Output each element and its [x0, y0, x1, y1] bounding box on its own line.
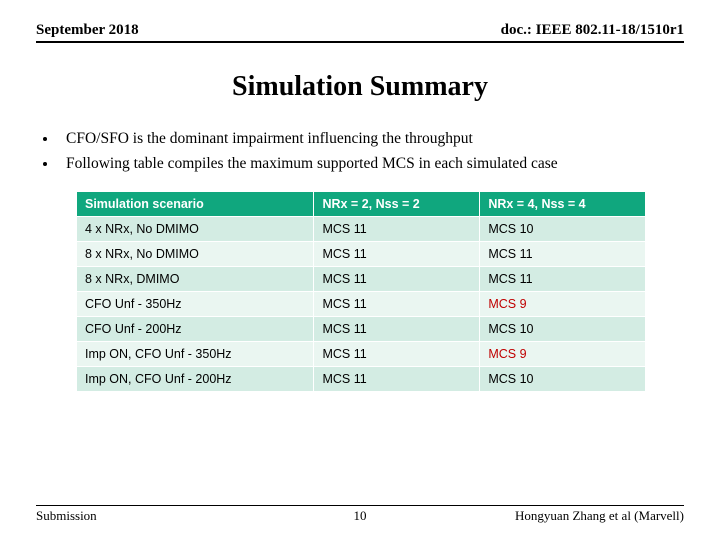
footer-left: Submission [36, 508, 97, 524]
table-cell: Imp ON, CFO Unf - 350Hz [77, 341, 314, 366]
table-cell: Imp ON, CFO Unf - 200Hz [77, 366, 314, 391]
table-cell: CFO Unf - 350Hz [77, 291, 314, 316]
footer-page: 10 [354, 508, 367, 524]
table-row: Imp ON, CFO Unf - 200HzMCS 11MCS 10 [77, 366, 646, 391]
table-row: Imp ON, CFO Unf - 350HzMCS 11MCS 9 [77, 341, 646, 366]
table-cell: MCS 11 [314, 266, 480, 291]
table-row: CFO Unf - 350HzMCS 11MCS 9 [77, 291, 646, 316]
table-row: CFO Unf - 200HzMCS 11MCS 10 [77, 316, 646, 341]
table-cell: MCS 10 [480, 316, 646, 341]
col-nrx4: NRx = 4, Nss = 4 [480, 191, 646, 216]
table-cell: 8 x NRx, DMIMO [77, 266, 314, 291]
slide-footer: Submission 10 Hongyuan Zhang et al (Marv… [36, 505, 684, 524]
table-cell: MCS 10 [480, 216, 646, 241]
table-header-row: Simulation scenario NRx = 2, Nss = 2 NRx… [77, 191, 646, 216]
table-cell: MCS 11 [314, 341, 480, 366]
table-row: 4 x NRx, No DMIMOMCS 11MCS 10 [77, 216, 646, 241]
slide-title: Simulation Summary [36, 71, 684, 103]
table-cell: MCS 9 [480, 291, 646, 316]
mcs-table: Simulation scenario NRx = 2, Nss = 2 NRx… [76, 191, 646, 392]
table-cell: MCS 11 [314, 241, 480, 266]
bullet-item: Following table compiles the maximum sup… [58, 154, 684, 175]
footer-right: Hongyuan Zhang et al (Marvell) [515, 508, 684, 524]
table-cell: 4 x NRx, No DMIMO [77, 216, 314, 241]
slide-header: September 2018 doc.: IEEE 802.11-18/1510… [36, 22, 684, 43]
table-row: 8 x NRx, DMIMOMCS 11MCS 11 [77, 266, 646, 291]
bullet-list: CFO/SFO is the dominant impairment influ… [58, 129, 684, 175]
table-cell: CFO Unf - 200Hz [77, 316, 314, 341]
table-cell: MCS 11 [314, 216, 480, 241]
col-nrx2: NRx = 2, Nss = 2 [314, 191, 480, 216]
header-date: September 2018 [36, 22, 139, 39]
table-body: 4 x NRx, No DMIMOMCS 11MCS 108 x NRx, No… [77, 216, 646, 391]
header-docnum: doc.: IEEE 802.11-18/1510r1 [501, 22, 684, 39]
table-cell: MCS 11 [314, 366, 480, 391]
table-cell: MCS 10 [480, 366, 646, 391]
table-cell: 8 x NRx, No DMIMO [77, 241, 314, 266]
col-scenario: Simulation scenario [77, 191, 314, 216]
table-cell: MCS 11 [314, 291, 480, 316]
table-cell: MCS 9 [480, 341, 646, 366]
table-row: 8 x NRx, No DMIMOMCS 11MCS 11 [77, 241, 646, 266]
table-cell: MCS 11 [480, 241, 646, 266]
bullet-item: CFO/SFO is the dominant impairment influ… [58, 129, 684, 150]
table-cell: MCS 11 [314, 316, 480, 341]
table-cell: MCS 11 [480, 266, 646, 291]
